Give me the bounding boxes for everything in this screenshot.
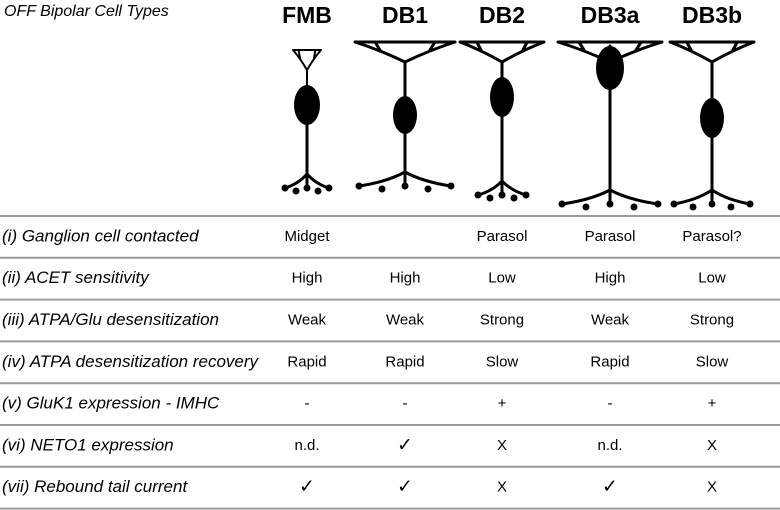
terminal: [558, 200, 566, 208]
cell-value: n.d.: [294, 437, 319, 454]
dendrites: [668, 40, 756, 100]
row-label: (ii) ACET sensitivity: [2, 268, 150, 287]
terminal: [727, 203, 735, 211]
cell-value: Parasol: [477, 228, 528, 245]
terminal: [378, 185, 386, 193]
terminal: [447, 182, 455, 190]
cell-value: Parasol?: [682, 228, 741, 245]
terminal: [486, 194, 494, 202]
cell-value: Slow: [696, 353, 729, 370]
terminal: [292, 187, 300, 195]
terminal: [325, 184, 333, 192]
column-header: DB2: [479, 2, 525, 28]
cell-value: ✓: [397, 435, 413, 456]
cell-value: X: [497, 479, 507, 496]
row-label: (vii) Rebound tail current: [2, 477, 188, 496]
row-label: (v) GluK1 expression - IMHC: [2, 394, 220, 413]
column-header: DB3b: [682, 2, 742, 28]
terminal: [401, 182, 409, 190]
cell-value: +: [498, 395, 507, 412]
column-header: DB1: [382, 2, 428, 28]
cell-value: Low: [698, 270, 726, 287]
cell-value: -: [403, 395, 408, 412]
terminal: [314, 187, 322, 195]
cell-value: High: [595, 270, 626, 287]
row-label: (iii) ATPA/Glu desensitization: [2, 310, 219, 329]
cell-value: X: [707, 437, 717, 454]
cell-value: ✓: [397, 477, 413, 498]
cell-value: Parasol: [585, 228, 636, 245]
row-label: (iv) ATPA desensitization recovery: [2, 352, 260, 371]
cell-value: -: [608, 395, 613, 412]
terminal: [498, 191, 506, 199]
row-label: (i) Ganglion cell contacted: [2, 226, 199, 245]
terminal: [424, 185, 432, 193]
terminal: [689, 203, 697, 211]
terminal: [355, 182, 363, 190]
terminal: [708, 200, 716, 208]
soma: [490, 77, 514, 117]
cell-drawing: [281, 49, 333, 195]
terminal: [746, 200, 754, 208]
terminal: [654, 200, 662, 208]
column-header: FMB: [282, 2, 332, 28]
cell-value: n.d.: [597, 437, 622, 454]
cell-drawing: [668, 40, 756, 211]
cell-drawing: [458, 40, 546, 202]
soma: [393, 96, 417, 134]
cell-value: ✓: [299, 477, 315, 498]
dendrites: [292, 49, 322, 86]
cell-drawing: [353, 40, 457, 193]
terminal: [670, 200, 678, 208]
dendrites: [353, 40, 457, 98]
axon: [283, 123, 331, 192]
cell-value: Weak: [591, 311, 630, 328]
cell-value: Rapid: [287, 353, 326, 370]
cell-value: Rapid: [385, 353, 424, 370]
cell-value: High: [390, 270, 421, 287]
table-title: OFF Bipolar Cell Types: [4, 3, 169, 20]
cell-value: Slow: [486, 353, 519, 370]
cell-value: +: [708, 395, 717, 412]
terminal: [522, 191, 530, 199]
cell-value: X: [497, 437, 507, 454]
cell-value: Midget: [284, 228, 330, 245]
cell-drawing: [556, 40, 664, 211]
axon: [672, 136, 752, 208]
row-label: (vi) NETO1 expression: [2, 435, 174, 454]
axon: [560, 88, 660, 208]
terminal: [630, 203, 638, 211]
terminal: [606, 200, 614, 208]
terminal: [281, 184, 289, 192]
dendrites: [458, 40, 546, 79]
column-header: DB3a: [581, 2, 640, 28]
cell-value: Strong: [480, 311, 524, 328]
cell-value: High: [292, 270, 323, 287]
cell-value: ✓: [602, 477, 618, 498]
cell-value: Weak: [288, 311, 327, 328]
cell-value: -: [305, 395, 310, 412]
axon: [476, 115, 528, 199]
cell-value: X: [707, 479, 717, 496]
soma: [700, 98, 724, 138]
terminal: [474, 191, 482, 199]
terminal: [510, 194, 518, 202]
soma: [294, 85, 320, 125]
cell-value: Rapid: [590, 353, 629, 370]
terminal: [582, 203, 590, 211]
cell-value: Low: [488, 270, 516, 287]
cell-value: Weak: [386, 311, 425, 328]
terminal: [303, 184, 311, 192]
soma: [596, 46, 624, 90]
axon: [357, 132, 453, 190]
cell-value: Strong: [690, 311, 734, 328]
